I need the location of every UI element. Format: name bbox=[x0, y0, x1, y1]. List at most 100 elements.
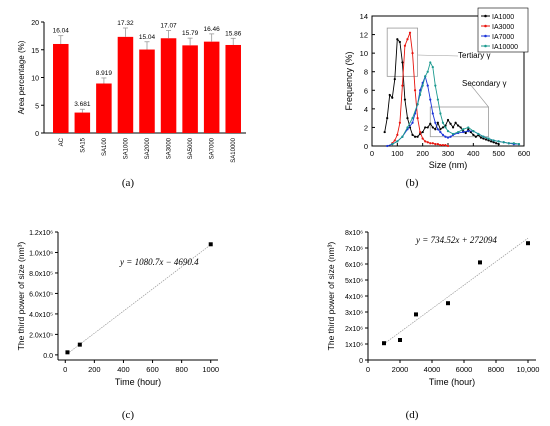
bar-value-label: 15.86 bbox=[225, 30, 242, 37]
series-point bbox=[411, 52, 414, 55]
series-point bbox=[436, 121, 439, 124]
series-point bbox=[421, 137, 424, 140]
x-tick-label: 200 bbox=[88, 365, 101, 374]
series-point bbox=[449, 122, 452, 125]
y-tick-label: 0 bbox=[359, 358, 363, 365]
panel-label-a: (a) bbox=[122, 177, 135, 189]
x-tick-label: 1000 bbox=[202, 365, 219, 374]
series-point bbox=[416, 135, 419, 138]
series-point bbox=[436, 128, 439, 131]
x-axis-label: Time (hour) bbox=[429, 377, 475, 387]
series-point bbox=[495, 142, 498, 145]
bar bbox=[139, 49, 155, 133]
y-tick-label: 10 bbox=[31, 76, 39, 83]
series-point bbox=[467, 128, 470, 131]
x-tick-label: SA15 bbox=[80, 137, 86, 152]
legend-label: IA10000 bbox=[492, 44, 518, 51]
series-point bbox=[426, 126, 429, 129]
series-point bbox=[459, 126, 462, 129]
y-tick-label: 5x10⁶ bbox=[345, 278, 363, 285]
series-point bbox=[419, 130, 422, 134]
y-tick-label: 2.0x10⁵ bbox=[29, 332, 53, 339]
series-point bbox=[431, 112, 434, 115]
series-point bbox=[393, 78, 396, 81]
y-tick-label: 7x10⁶ bbox=[345, 246, 363, 253]
series-point bbox=[492, 141, 495, 144]
secondary-gamma-label: Secondary γ bbox=[462, 79, 506, 88]
series-point bbox=[439, 130, 442, 134]
series-point bbox=[441, 143, 445, 147]
series-point bbox=[391, 143, 394, 146]
y-axis-label: The third power of size (nm³) bbox=[326, 242, 336, 351]
series-point bbox=[413, 135, 417, 138]
series-point bbox=[401, 84, 404, 87]
x-tick-label: SA7000 bbox=[210, 137, 216, 159]
series-point bbox=[482, 135, 485, 138]
y-tick-label: 20 bbox=[31, 20, 39, 27]
series-point bbox=[426, 141, 429, 144]
series-point bbox=[467, 130, 470, 133]
legend-label: IA3000 bbox=[492, 24, 514, 31]
x-tick-label: 6000 bbox=[456, 365, 473, 374]
bar-value-label: 16.04 bbox=[53, 28, 70, 35]
y-tick-label: 4x10⁶ bbox=[345, 294, 363, 301]
series-point bbox=[489, 140, 493, 143]
series-point bbox=[446, 118, 450, 122]
x-tick-label: 500 bbox=[492, 149, 505, 158]
panel-label-b: (b) bbox=[406, 177, 419, 189]
data-point bbox=[65, 350, 70, 355]
series-point bbox=[406, 38, 409, 41]
series-point bbox=[388, 93, 391, 97]
x-tick-label: 400 bbox=[467, 149, 480, 158]
series-point bbox=[398, 40, 401, 44]
series-point bbox=[472, 130, 475, 133]
data-point bbox=[382, 341, 386, 346]
series-point bbox=[411, 121, 414, 124]
bar bbox=[182, 45, 198, 133]
legend-label: IA7000 bbox=[492, 34, 514, 41]
series-point bbox=[512, 142, 515, 145]
series-point bbox=[431, 142, 434, 145]
fit-line bbox=[383, 237, 529, 345]
series-point bbox=[479, 136, 483, 139]
series-point bbox=[391, 96, 394, 99]
series-point bbox=[408, 31, 412, 34]
series-point bbox=[477, 132, 480, 136]
series-point bbox=[451, 132, 455, 136]
series-point bbox=[424, 75, 427, 78]
series-point bbox=[429, 122, 432, 125]
x-tick-label: 10,000 bbox=[517, 365, 540, 374]
series-point bbox=[436, 143, 439, 146]
fit-line bbox=[67, 244, 211, 354]
bar-value-label: 15.79 bbox=[182, 30, 199, 37]
x-tick-label: 300 bbox=[442, 149, 455, 158]
series-point bbox=[484, 138, 488, 141]
series-point bbox=[424, 126, 427, 129]
bar bbox=[160, 38, 177, 133]
tertiary-gamma-box bbox=[386, 27, 419, 77]
series-point bbox=[393, 139, 396, 142]
series-point bbox=[383, 130, 386, 134]
series-point bbox=[411, 133, 414, 136]
series-point bbox=[424, 140, 427, 143]
series-point bbox=[429, 61, 432, 64]
series-point bbox=[434, 121, 437, 124]
data-point bbox=[478, 260, 482, 265]
data-point bbox=[414, 312, 418, 317]
series-point bbox=[401, 135, 404, 138]
y-axis-label: The third power of size (nm³) bbox=[16, 242, 26, 351]
x-tick-label: SA3000 bbox=[167, 137, 173, 159]
y-tick-label: 12 bbox=[360, 31, 368, 40]
y-tick-label: 3x10⁶ bbox=[345, 310, 363, 317]
series-line-ia1000 bbox=[384, 38, 499, 145]
series-point bbox=[411, 117, 414, 120]
series-point bbox=[439, 128, 442, 131]
series-point bbox=[396, 38, 399, 41]
x-tick-label: 2000 bbox=[392, 365, 409, 374]
series-point bbox=[487, 137, 490, 140]
series-point bbox=[446, 136, 450, 139]
series-point bbox=[406, 126, 409, 129]
series-point bbox=[398, 121, 401, 124]
panel-label-d: (d) bbox=[406, 409, 419, 421]
